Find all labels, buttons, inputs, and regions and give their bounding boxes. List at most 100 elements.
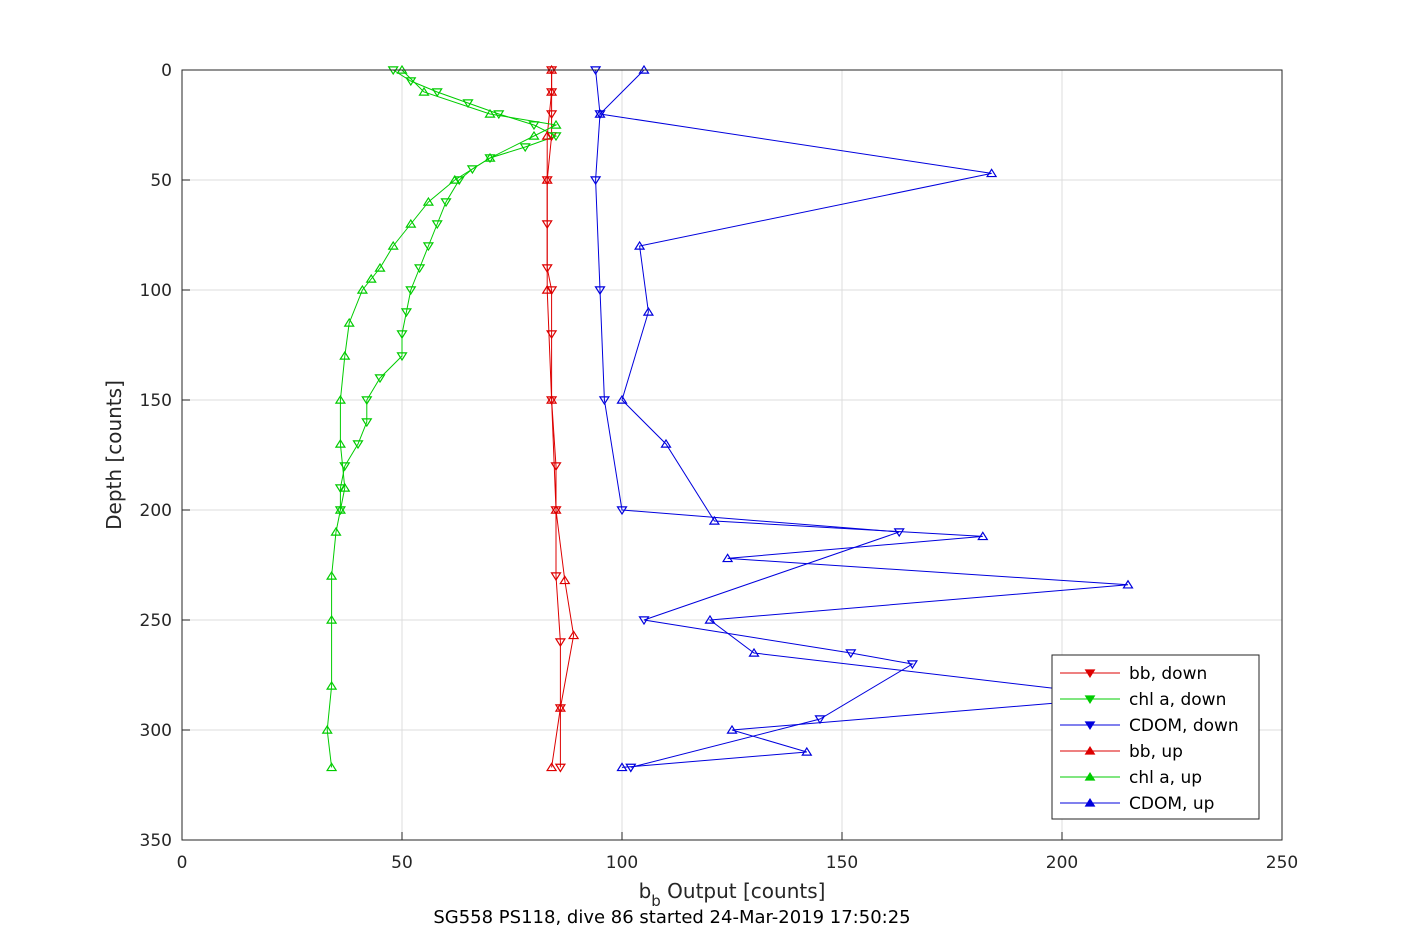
plot-frame [181, 69, 1283, 841]
data-point-cdom-up [722, 553, 734, 563]
data-point-cdom-down [638, 616, 650, 626]
legend-item-bb-up: bb, up [1060, 742, 1183, 762]
data-point-cdom-up [616, 394, 628, 404]
data-point-bb-up [550, 504, 562, 514]
y-tick-label: 150 [140, 391, 172, 411]
data-point-chl-a-down [431, 88, 443, 98]
data-series [321, 64, 1134, 773]
data-point-bb-down [554, 638, 566, 648]
data-point-chl-a-down [396, 352, 408, 362]
data-point-chl-a-down [422, 242, 434, 252]
data-point-chl-a-up [334, 394, 346, 404]
data-point-chl-a-down [466, 165, 478, 175]
legend-marker [1084, 669, 1096, 678]
data-point-bb-down [550, 572, 562, 582]
data-point-bb-up [559, 575, 571, 585]
legend-item-chl-a-down: chl a, down [1060, 690, 1226, 710]
data-point-chl-a-down [352, 440, 364, 450]
data-point-chl-a-down [361, 418, 373, 428]
legend-marker [1084, 772, 1096, 781]
data-point-chl-a-up [321, 724, 333, 734]
data-point-cdom-up [642, 306, 654, 316]
data-point-chl-a-down [405, 286, 417, 296]
data-point-cdom-up [660, 438, 672, 448]
data-point-chl-a-up [484, 108, 496, 118]
y-tick-label: 0 [161, 61, 172, 81]
legend-marker [1084, 721, 1096, 730]
x-tick-label: 250 [1266, 853, 1298, 873]
data-point-bb-up [541, 284, 553, 294]
data-point-cdom-down [590, 176, 602, 186]
legend-label: CDOM, up [1129, 794, 1214, 814]
data-point-cdom-up [748, 647, 760, 657]
data-point-cdom-up [726, 724, 738, 734]
data-point-chl-a-up [334, 438, 346, 448]
data-point-chl-a-up [387, 240, 399, 250]
data-point-chl-a-up [326, 614, 338, 624]
legend-item-bb-down: bb, down [1060, 664, 1207, 684]
legend-item-cdom-down: CDOM, down [1060, 716, 1239, 736]
axis-ticks: 0 50 100 150 200 250 0 50 100 150 200 250 300 350 [140, 61, 1299, 873]
data-point-chl-a-up [326, 570, 338, 580]
data-point-cdom-up [616, 762, 628, 772]
data-point-cdom-down [845, 649, 857, 659]
y-tick-label: 350 [140, 831, 172, 851]
data-point-chl-a-up [339, 482, 351, 492]
y-axis-label: Depth [counts] [102, 380, 126, 530]
data-point-chl-a-down [493, 110, 505, 120]
legend-marker [1084, 798, 1096, 807]
legend: bb, down chl a, down CDOM, down bb, up chl a… [1051, 654, 1260, 820]
data-point-bb-up [568, 630, 580, 640]
data-point-cdom-up [986, 168, 998, 178]
legend-label: chl a, up [1129, 768, 1202, 788]
series-line-cdom-down [595, 69, 914, 768]
data-point-chl-a-down [374, 374, 386, 384]
y-tick-label: 300 [140, 721, 172, 741]
data-point-chl-a-up [343, 317, 355, 327]
data-point-chl-a-up [484, 152, 496, 162]
x-tick-label: 100 [606, 853, 638, 873]
data-point-chl-a-down [550, 132, 562, 142]
data-point-bb-up [546, 394, 558, 404]
legend-label: bb, down [1129, 664, 1207, 684]
data-point-cdom-up [594, 108, 606, 118]
data-point-chl-a-up [418, 86, 430, 96]
series-cdom-down [590, 66, 918, 773]
series-chl-a-down [334, 66, 562, 516]
x-axis-label: bb Output [counts] [639, 879, 826, 910]
data-point-bb-up [541, 130, 553, 140]
y-tick-label: 100 [140, 281, 172, 301]
series-line-cdom-up [598, 69, 1129, 768]
data-point-chl-a-down [440, 198, 452, 208]
series-line-bb-up [546, 70, 575, 768]
data-point-cdom-down [814, 715, 826, 725]
legend-label: bb, up [1129, 742, 1183, 762]
data-point-chl-a-up [339, 350, 351, 360]
x-axis-label-rest: Output [counts] [661, 879, 826, 903]
x-tick-label: 0 [177, 853, 188, 873]
data-point-cdom-up [708, 515, 720, 525]
data-point-chl-a-down [414, 264, 426, 274]
series-chl-a-up [321, 64, 562, 772]
x-axis-label-subscript: b [651, 892, 661, 910]
chart-caption: SG558 PS118, dive 86 started 24-Mar-2019… [433, 907, 910, 928]
x-tick-label: 150 [826, 853, 858, 873]
data-point-chl-a-down [361, 396, 373, 406]
data-point-cdom-down [625, 763, 637, 773]
series-line-chl-a-up [326, 69, 558, 768]
series-cdom-up [594, 64, 1134, 772]
data-point-chl-a-up [330, 526, 342, 536]
data-point-cdom-up [977, 531, 989, 541]
legend-label: chl a, down [1129, 690, 1226, 710]
data-point-chl-a-up [365, 273, 377, 283]
data-point-cdom-up [704, 614, 716, 624]
legend-box [1051, 654, 1260, 820]
data-point-cdom-up [801, 746, 813, 756]
data-point-chl-a-up [422, 196, 434, 206]
data-point-cdom-down [893, 528, 905, 538]
data-point-chl-a-up [374, 262, 386, 272]
data-point-bb-up [554, 702, 566, 712]
series-line-bb-down [546, 70, 561, 768]
data-point-chl-a-down [519, 143, 531, 153]
